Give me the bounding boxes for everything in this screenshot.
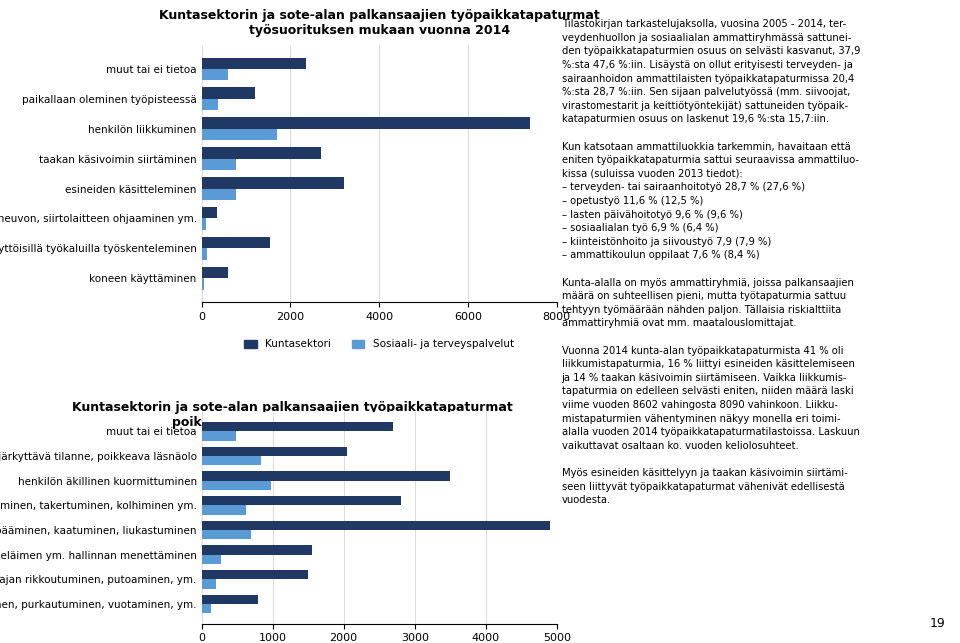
Bar [202, 219, 206, 230]
Bar [202, 177, 344, 188]
Bar [202, 505, 246, 514]
Bar [202, 422, 394, 431]
Bar [202, 521, 550, 530]
Bar [202, 595, 258, 604]
Bar [202, 99, 219, 110]
Bar [202, 570, 308, 579]
Legend: Kuntasektori, Sosiaali- ja terveyspalvelut: Kuntasektori, Sosiaali- ja terveyspalvel… [240, 335, 518, 354]
Text: Kuntasektorin ja sote-alan palkansaajien työpaikkatapaturmat
poikkeaman mukaan v: Kuntasektorin ja sote-alan palkansaajien… [72, 401, 514, 429]
Bar [202, 604, 211, 613]
Bar [202, 207, 217, 219]
Bar [202, 471, 450, 480]
Bar [202, 147, 322, 159]
Bar [202, 58, 306, 69]
Bar [202, 248, 207, 260]
Bar [202, 579, 216, 589]
Bar [202, 456, 260, 466]
Text: Tilastokirjan tarkastelujaksolla, vuosina 2005 - 2014, ter-
veydenhuollon ja sos: Tilastokirjan tarkastelujaksolla, vuosin… [562, 19, 860, 505]
Bar [202, 278, 204, 289]
Bar [202, 480, 272, 490]
Bar [202, 87, 255, 99]
Bar [202, 129, 277, 140]
Title: Kuntasektorin ja sote-alan palkansaajien työpaikkatapaturmat
työsuorituksen muka: Kuntasektorin ja sote-alan palkansaajien… [158, 9, 600, 37]
Bar [202, 555, 222, 564]
Bar [202, 159, 236, 170]
Bar [202, 188, 236, 200]
Bar [202, 267, 228, 278]
Bar [202, 545, 312, 555]
Bar [202, 118, 530, 129]
Bar [202, 446, 348, 456]
Bar [202, 496, 400, 505]
Bar [202, 530, 252, 539]
Bar [202, 431, 236, 440]
Bar [202, 237, 271, 248]
Text: 19: 19 [930, 617, 946, 630]
Bar [202, 69, 228, 80]
